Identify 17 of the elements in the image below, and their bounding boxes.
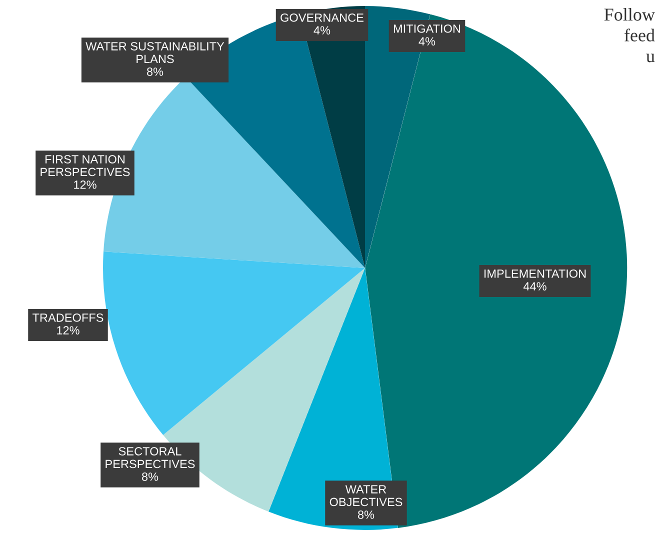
data-label: 12%	[57, 326, 80, 334]
text: Follow feed u	[604, 8, 655, 62]
data-label: 12%	[74, 180, 96, 189]
slice-label: IMPLEMENTATION	[484, 269, 586, 278]
slice-label: FIRST NATION PERSPECTIVES	[40, 155, 130, 176]
data-label: 4%	[314, 26, 330, 34]
data-label: 4%	[418, 37, 436, 46]
data-label: 44%	[523, 282, 546, 290]
slice-label: WATER SUSTAINABILITY PLANS	[86, 42, 224, 64]
slice-label: GOVERNANCE	[280, 13, 364, 22]
data-label: 8%	[358, 510, 374, 519]
data-label: 8%	[146, 68, 164, 76]
slice-label: SECTORAL PERSPECTIVES	[106, 447, 195, 468]
slice-label: MITIGATION	[394, 24, 460, 33]
slice-label: WATER OBJECTIVES	[330, 485, 402, 506]
data-label: 8%	[142, 472, 158, 481]
slice-label: TRADEOFFS	[32, 313, 104, 322]
